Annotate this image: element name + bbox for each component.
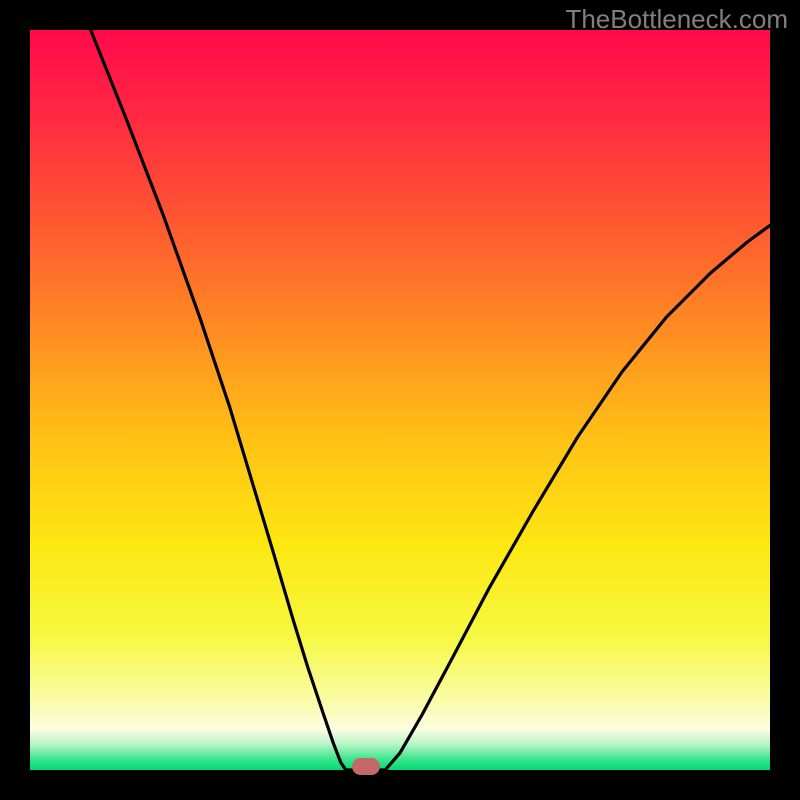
plot-background [30,30,770,770]
watermark-text: TheBottleneck.com [565,4,788,35]
optimum-marker [352,758,380,775]
chart-stage: TheBottleneck.com [0,0,800,800]
bottleneck-chart [0,0,800,800]
